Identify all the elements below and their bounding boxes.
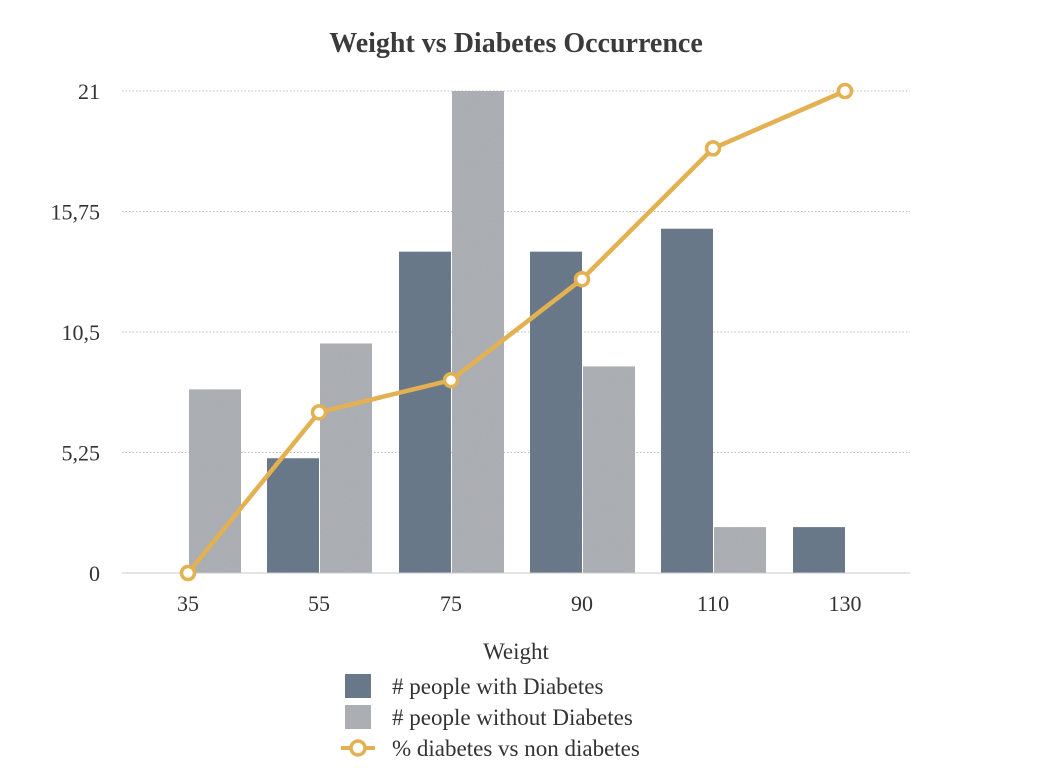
bar-without-diabetes-35 — [189, 389, 241, 573]
legend-label-with-diabetes: # people with Diabetes — [392, 674, 603, 699]
bar-with-diabetes-110 — [661, 228, 713, 573]
bar-with-diabetes-90 — [530, 251, 582, 573]
x-tick-label: 130 — [829, 591, 862, 616]
bar-without-diabetes-110 — [714, 527, 766, 573]
legend-swatch-with-diabetes — [345, 674, 371, 698]
bars — [189, 91, 845, 573]
y-tick-label: 15,75 — [51, 200, 101, 225]
y-tick-label: 0 — [89, 561, 100, 586]
legend-label-percentage: % diabetes vs non diabetes — [392, 736, 640, 761]
bar-without-diabetes-55 — [320, 343, 372, 573]
x-tick-label: 35 — [177, 591, 199, 616]
legend: # people with Diabetes # people without … — [341, 674, 640, 761]
x-axis-ticks: 35 55 75 90 110 130 — [177, 591, 862, 616]
y-tick-label: 10,5 — [62, 320, 101, 345]
bar-with-diabetes-130 — [793, 527, 845, 573]
legend-label-without-diabetes: # people without Diabetes — [392, 705, 633, 730]
y-tick-label: 5,25 — [62, 441, 101, 466]
x-tick-label: 110 — [697, 591, 729, 616]
y-tick-label: 21 — [78, 79, 100, 104]
bar-without-diabetes-75 — [452, 91, 504, 573]
x-tick-label: 90 — [571, 591, 593, 616]
x-axis-label: Weight — [483, 639, 549, 664]
percentage-point-55 — [310, 404, 328, 421]
bar-without-diabetes-90 — [583, 366, 635, 573]
percentage-point-110 — [704, 140, 722, 157]
bar-with-diabetes-75 — [399, 251, 451, 573]
percentage-line — [185, 88, 848, 576]
percentage-point-75 — [442, 371, 460, 389]
legend-swatch-without-diabetes — [345, 705, 371, 729]
y-axis-ticks: 0 5,25 10,5 15,75 21 — [51, 79, 101, 586]
line-series — [179, 82, 854, 582]
percentage-point-130 — [836, 82, 854, 100]
percentage-point-35 — [179, 564, 197, 582]
x-tick-label: 55 — [308, 591, 330, 616]
legend-swatch-marker — [349, 739, 367, 757]
chart-title: Weight vs Diabetes Occurrence — [329, 28, 703, 59]
percentage-point-90 — [573, 270, 591, 288]
bar-with-diabetes-55 — [267, 458, 319, 573]
x-tick-label: 75 — [440, 591, 462, 616]
